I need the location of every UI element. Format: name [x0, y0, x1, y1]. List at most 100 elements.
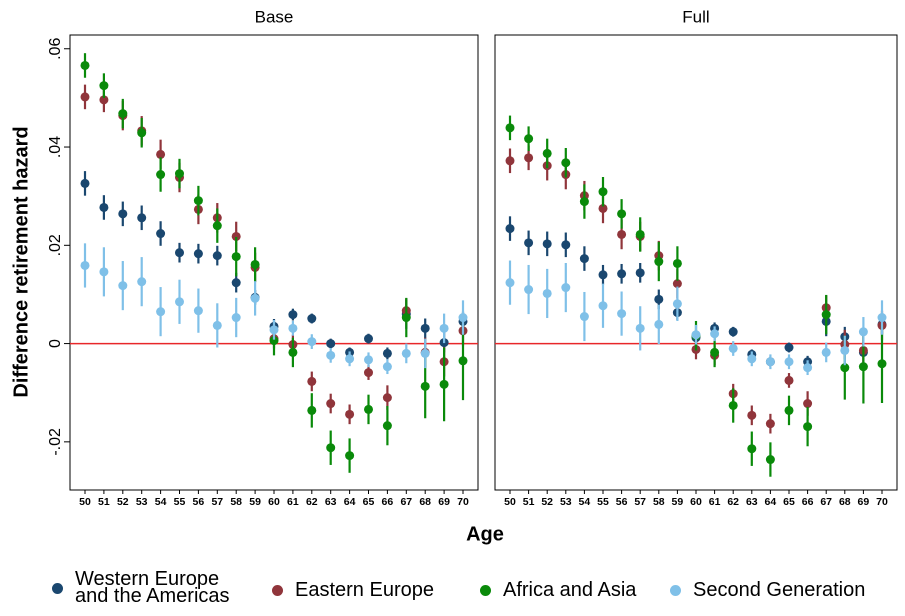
point: [505, 123, 515, 133]
legend-label: Eastern Europe: [295, 579, 434, 601]
point: [80, 260, 90, 270]
y-tick-label: -.02: [47, 428, 64, 456]
point: [635, 229, 645, 239]
x-tick-label: 51: [523, 496, 535, 508]
point: [542, 148, 552, 158]
point: [382, 393, 392, 403]
point: [542, 288, 552, 298]
x-tick-label: 57: [211, 496, 223, 508]
chart: Difference retirement hazard Age Base .06…: [10, 7, 898, 545]
point: [80, 60, 90, 70]
point: [728, 343, 738, 353]
x-tick-label: 52: [117, 496, 129, 508]
point: [747, 410, 757, 420]
point: [672, 279, 682, 289]
point: [821, 310, 831, 320]
x-tick-label: 56: [193, 496, 205, 508]
point: [505, 224, 515, 234]
point: [288, 347, 298, 357]
point: [80, 178, 90, 188]
x-tick-label: 69: [438, 496, 450, 508]
x-tick-label: 52: [541, 496, 553, 508]
y-axis-label: Difference retirement hazard: [10, 126, 32, 397]
point: [524, 134, 534, 144]
x-tick-label: 53: [136, 496, 148, 508]
point: [288, 310, 298, 320]
point: [345, 354, 355, 364]
point: [710, 329, 720, 339]
point: [326, 399, 336, 409]
point: [420, 381, 430, 391]
point: [784, 375, 794, 385]
x-tick-label: 54: [579, 496, 591, 508]
point: [175, 248, 184, 258]
point: [877, 313, 887, 323]
x-tick-label: 50: [504, 496, 516, 508]
point: [118, 209, 128, 219]
x-axis-label: Age: [466, 523, 504, 545]
point: [99, 267, 109, 277]
point: [345, 451, 355, 461]
point: [439, 323, 449, 333]
x-tick-label: 68: [419, 496, 431, 508]
y-tick-label: .02: [47, 234, 64, 256]
point: [617, 209, 627, 219]
point: [654, 319, 664, 329]
point: [505, 278, 515, 288]
x-tick-label: 59: [672, 496, 684, 508]
point: [401, 348, 411, 358]
point: [635, 268, 645, 278]
point: [561, 240, 571, 250]
point: [231, 313, 241, 323]
point: [654, 257, 664, 267]
x-tick-label: 60: [690, 496, 702, 508]
point: [439, 379, 449, 389]
point: [269, 325, 279, 335]
point: [288, 323, 298, 333]
point: [307, 337, 317, 347]
point: [524, 238, 534, 248]
point: [524, 285, 534, 295]
x-tick-label: 64: [765, 496, 777, 508]
x-tick-label: 67: [400, 496, 412, 508]
point: [269, 336, 279, 346]
x-tick-label: 61: [709, 496, 721, 508]
x-tick-label: 53: [560, 496, 572, 508]
point: [672, 258, 682, 268]
point: [420, 348, 430, 358]
point: [598, 301, 608, 311]
point: [858, 362, 868, 372]
legend-marker: [272, 585, 283, 596]
point: [617, 309, 627, 319]
point: [231, 278, 241, 288]
point: [193, 306, 203, 316]
point: [326, 350, 336, 360]
point: [561, 158, 571, 168]
point: [579, 197, 589, 207]
point: [326, 443, 336, 453]
x-tick-label: 55: [597, 496, 609, 508]
x-tick-label: 62: [727, 496, 739, 508]
x-tick-label: 69: [858, 496, 870, 508]
point: [598, 187, 608, 197]
point: [118, 109, 128, 119]
panel-title: Full: [682, 7, 709, 26]
point: [524, 153, 534, 163]
point: [728, 400, 738, 410]
x-tick-label: 58: [230, 496, 242, 508]
point: [364, 368, 373, 378]
y-tick-label: .06: [47, 38, 64, 60]
x-tick-label: 55: [174, 496, 186, 508]
point: [137, 213, 147, 223]
plot-frame: [69, 34, 479, 491]
point: [307, 314, 317, 324]
point: [598, 203, 608, 213]
point: [765, 357, 775, 367]
point: [231, 252, 241, 262]
legend-marker: [52, 582, 63, 594]
plot-frame: [494, 34, 898, 491]
panel-title: Base: [255, 7, 294, 26]
x-tick-label: 63: [325, 496, 337, 508]
point: [803, 422, 813, 432]
